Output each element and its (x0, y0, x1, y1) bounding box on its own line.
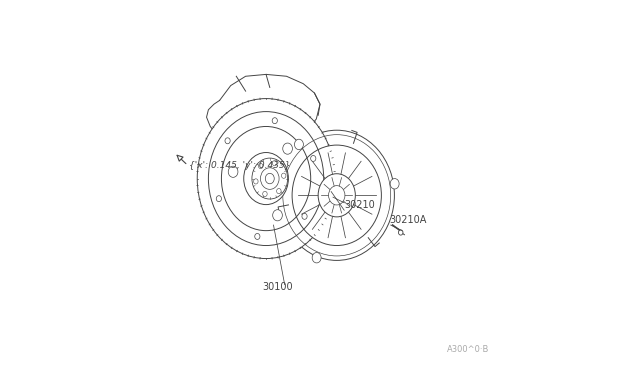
Ellipse shape (225, 138, 230, 144)
Ellipse shape (228, 166, 238, 177)
Ellipse shape (294, 139, 303, 150)
Ellipse shape (310, 155, 316, 161)
Ellipse shape (255, 166, 277, 192)
Ellipse shape (255, 234, 260, 240)
Text: 30100: 30100 (262, 282, 292, 292)
Ellipse shape (266, 173, 275, 184)
Ellipse shape (292, 145, 381, 246)
Ellipse shape (272, 118, 277, 124)
Text: 30210: 30210 (344, 200, 375, 210)
Ellipse shape (312, 253, 321, 263)
Ellipse shape (328, 186, 345, 205)
Ellipse shape (244, 153, 289, 205)
Text: 30210A: 30210A (389, 215, 426, 225)
Ellipse shape (260, 168, 279, 189)
Text: A300^0·B: A300^0·B (447, 344, 489, 353)
Ellipse shape (282, 173, 286, 178)
Ellipse shape (283, 143, 292, 154)
Ellipse shape (273, 210, 282, 221)
Ellipse shape (253, 179, 258, 184)
Ellipse shape (318, 174, 355, 217)
Ellipse shape (262, 191, 267, 196)
Text: {'x': 0.145, 'y': 0.435}: {'x': 0.145, 'y': 0.435} (189, 161, 291, 170)
Ellipse shape (216, 196, 221, 202)
Ellipse shape (279, 130, 394, 260)
Ellipse shape (273, 161, 277, 166)
Ellipse shape (276, 189, 281, 194)
Ellipse shape (390, 179, 399, 189)
Ellipse shape (252, 158, 287, 199)
Ellipse shape (399, 230, 403, 235)
Ellipse shape (302, 214, 307, 219)
Ellipse shape (197, 99, 335, 259)
Ellipse shape (259, 163, 263, 169)
